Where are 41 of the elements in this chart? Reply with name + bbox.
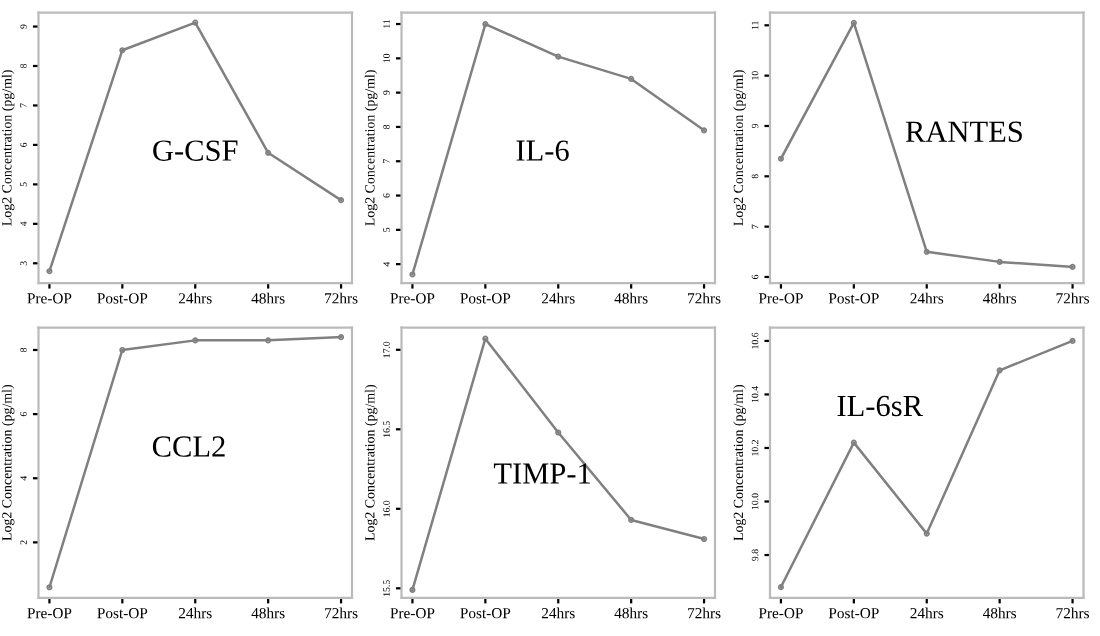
point [1069,263,1076,270]
point [701,127,708,134]
text: IL-6sR [837,395,923,417]
text: G-CSF [153,140,238,161]
point [192,337,199,344]
line-series [46,19,345,275]
line-series [409,20,708,278]
point [996,258,1003,265]
point [923,530,930,537]
point [265,149,272,156]
point [628,75,635,82]
text: CCL2 [152,436,225,457]
point [338,197,345,204]
point [192,19,199,26]
text: TIMP-1 [493,463,590,484]
line-series [46,334,345,591]
point [265,337,272,344]
point [338,334,345,341]
text: RANTES [905,121,1022,142]
point [777,584,784,591]
text: IL-6 [516,140,569,161]
point [409,271,416,278]
point [482,335,489,342]
point [923,248,930,255]
point [482,20,489,28]
point [850,439,857,446]
point [777,155,784,162]
point [850,19,857,26]
point [701,535,708,543]
line-series [409,335,708,593]
point [119,346,126,354]
line-series [777,337,1076,591]
point [1069,337,1076,344]
line-series [777,19,1076,270]
point [409,586,416,593]
point [628,516,635,523]
point [996,367,1003,374]
point [555,53,562,60]
point [119,47,126,54]
point [46,584,53,591]
point [555,429,562,436]
